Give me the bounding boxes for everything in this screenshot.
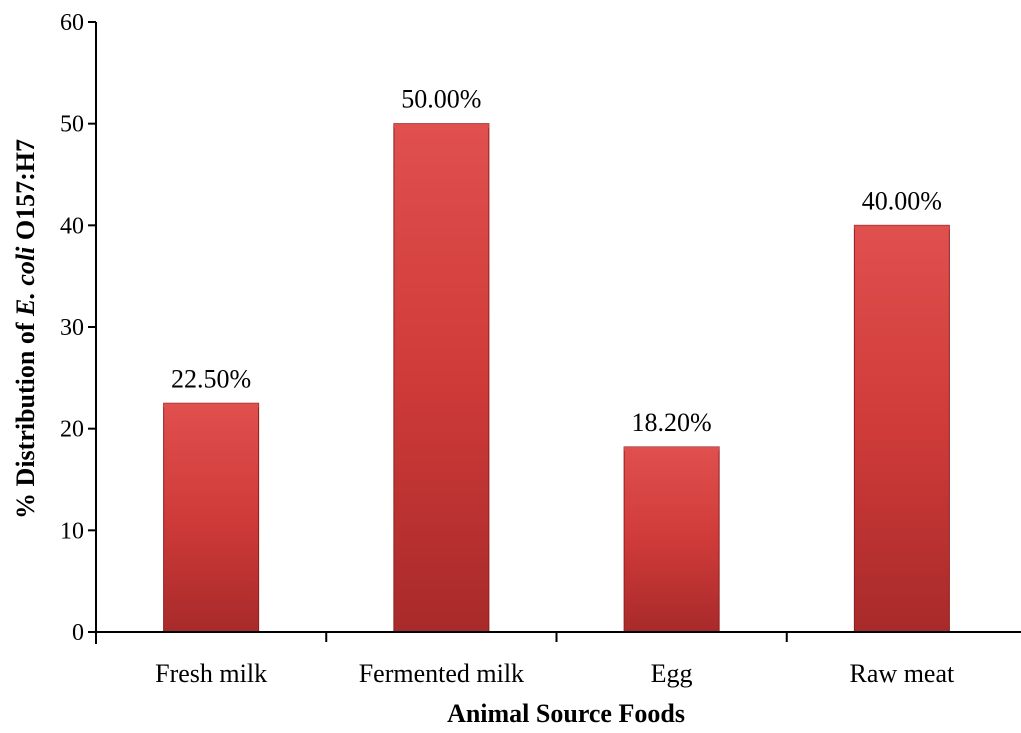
y-axis-title-prefix: % Distribution of [11, 316, 40, 519]
x-tick-label: Egg [651, 659, 693, 688]
data-label: 40.00% [862, 186, 942, 215]
y-tick-label: 60 [60, 10, 84, 36]
data-label: 22.50% [171, 364, 251, 393]
x-tick-label: Raw meat [850, 659, 955, 688]
bars-layer [163, 123, 950, 633]
data-label: 50.00% [401, 85, 481, 114]
x-tick-label: Fermented milk [359, 659, 524, 688]
y-tick-label: 30 [60, 315, 84, 341]
y-tick-label: 50 [60, 112, 84, 138]
bar-top-highlight [854, 225, 950, 230]
axes-layer [88, 21, 1021, 644]
bar-raw-meat [853, 224, 950, 633]
bar-top-highlight [163, 403, 259, 408]
bar-top-highlight [393, 123, 489, 128]
bar-top-highlight [624, 446, 720, 451]
y-tick-label: 10 [60, 518, 84, 544]
x-axis-title: Animal Source Foods [447, 699, 685, 728]
data-label: 18.20% [632, 408, 712, 437]
labels-layer: 22.50% Fresh milk 50.00% Fermented milk 18.2… [60, 10, 955, 688]
bar-fresh-milk [163, 402, 260, 633]
bar-fermented-milk [393, 123, 490, 633]
y-axis-title-suffix: O157:H7 [11, 139, 40, 247]
y-axis-title-italic: E. coli [11, 246, 40, 317]
y-tick-label: 40 [60, 213, 84, 239]
y-axis-title: % Distribution of E. coli O157:H7 [11, 139, 40, 519]
y-tick-label: 20 [60, 417, 84, 443]
y-tick-label: 0 [72, 620, 84, 646]
bar-egg [623, 446, 720, 633]
x-tick-label: Fresh milk [155, 659, 267, 688]
